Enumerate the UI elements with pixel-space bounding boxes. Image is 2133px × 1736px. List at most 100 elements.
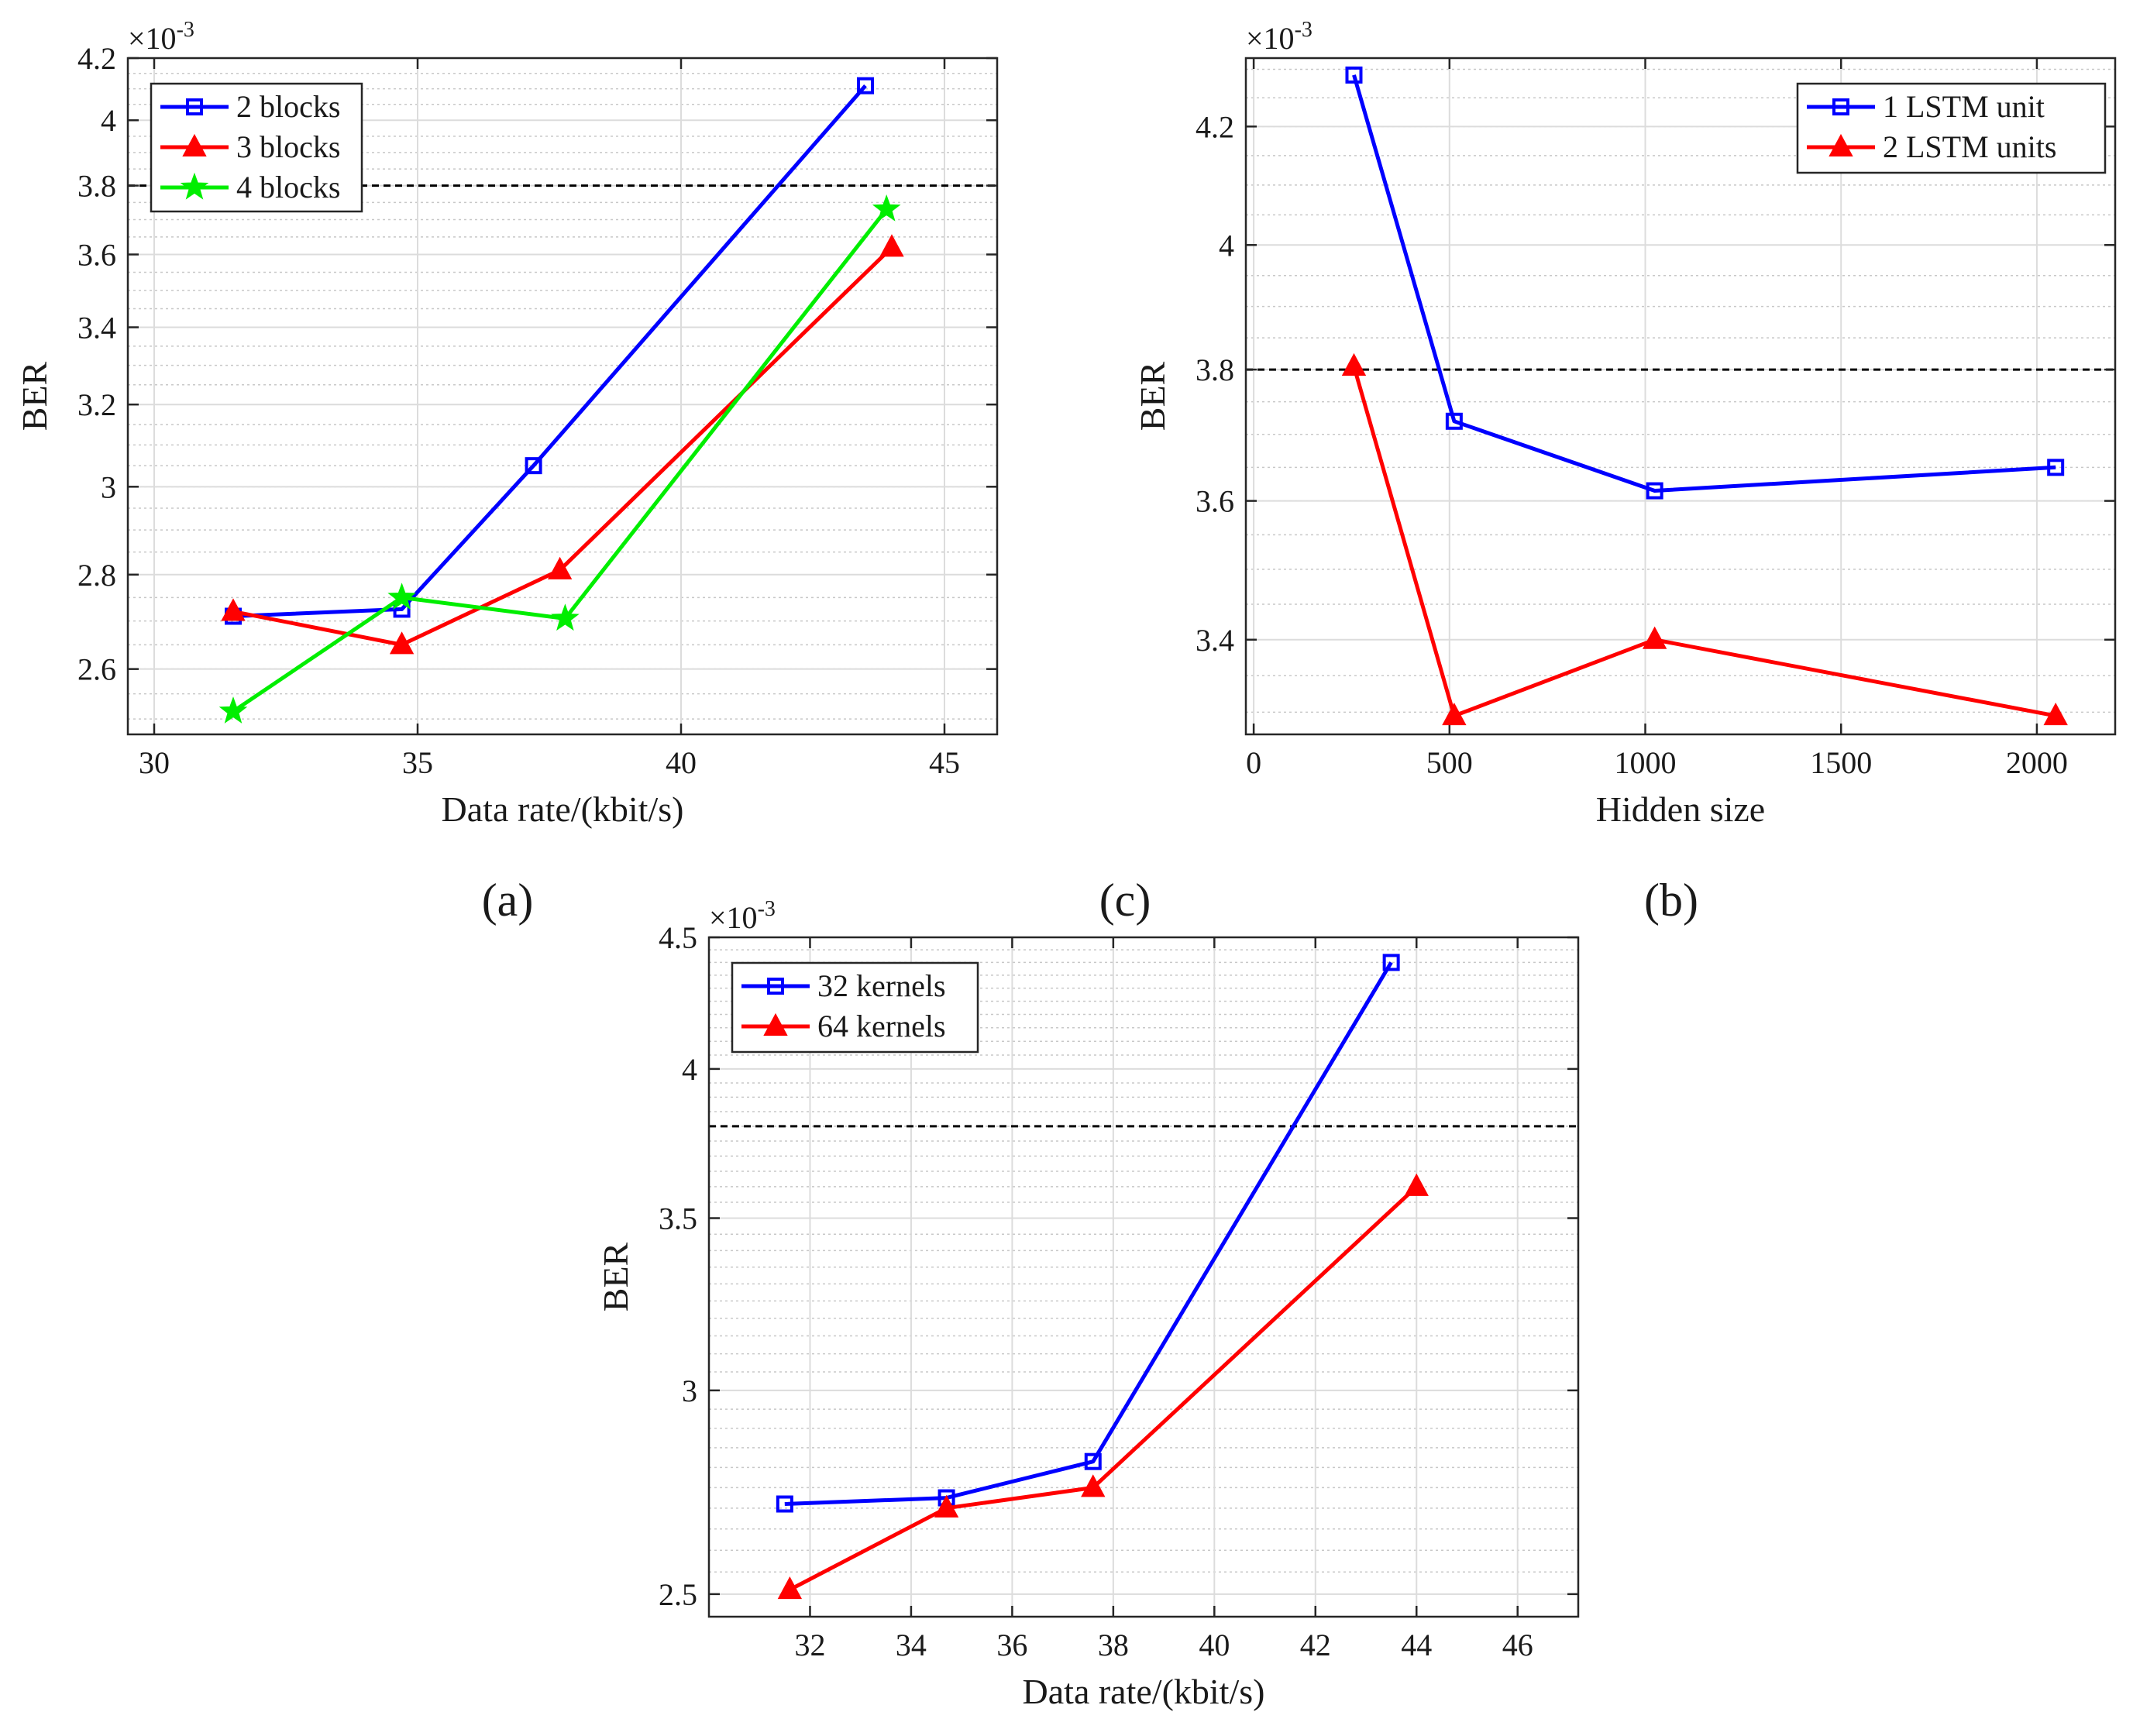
x-tick-label: 30 bbox=[139, 745, 170, 780]
y-tick-label: 3.2 bbox=[77, 387, 116, 422]
chart-c: 32 34 36 38 40 42 44 46 2.5 3 3.5 4 4.5 Data rate/(kb… bbox=[596, 897, 1580, 1711]
data-point bbox=[1642, 626, 1667, 649]
data-point bbox=[387, 583, 416, 610]
x-tick-label: 34 bbox=[896, 1628, 927, 1662]
y-tick-label: 3.5 bbox=[659, 1201, 697, 1236]
legend-marker bbox=[182, 133, 207, 156]
y-axis-label: BER bbox=[15, 361, 54, 431]
data-point bbox=[872, 194, 901, 222]
y-tick-label: 4.2 bbox=[1196, 109, 1234, 144]
legend-marker bbox=[1832, 98, 1849, 115]
x-tick-label: 1000 bbox=[1615, 745, 1677, 780]
axes-box bbox=[1244, 57, 2117, 736]
series-line bbox=[784, 961, 1393, 1506]
series-line bbox=[232, 208, 889, 713]
legend: 32 kernels 64 kernels bbox=[731, 961, 979, 1054]
data-point bbox=[389, 631, 415, 655]
series-line bbox=[789, 1185, 1419, 1592]
x-tick-label: 36 bbox=[996, 1628, 1027, 1662]
y-exponent-label: ×10-3 bbox=[128, 18, 194, 56]
x-tick-label: 35 bbox=[402, 745, 433, 780]
data-point bbox=[218, 696, 248, 724]
grid bbox=[709, 937, 1578, 1617]
legend-marker bbox=[186, 98, 203, 115]
y-axis-label: BER bbox=[1133, 361, 1172, 431]
data-point bbox=[777, 1576, 803, 1600]
series-line bbox=[232, 84, 867, 618]
y-tick-label: 3 bbox=[101, 469, 116, 504]
data-point bbox=[551, 603, 580, 631]
panel-label-a: (a) bbox=[482, 875, 534, 926]
x-axis-label: Hidden size bbox=[1596, 789, 1765, 829]
y-tick-label: 3.8 bbox=[77, 169, 116, 204]
data-point bbox=[525, 457, 542, 475]
y-tick-label: 4 bbox=[101, 103, 116, 138]
x-axis-label: Data rate/(kbit/s) bbox=[1023, 1672, 1265, 1711]
y-exponent-power: -3 bbox=[758, 897, 776, 921]
series-line bbox=[1352, 366, 2056, 718]
data-point bbox=[1341, 352, 1367, 376]
data-point bbox=[1404, 1173, 1429, 1196]
legend: 1 LSTM unit 2 LSTM units bbox=[1796, 82, 2107, 174]
y-tick-label: 3 bbox=[682, 1373, 697, 1408]
legend-marker bbox=[180, 172, 209, 200]
x-tick-label: 2000 bbox=[2006, 745, 2068, 780]
x-tick-label: 500 bbox=[1426, 745, 1473, 780]
legend-label: 4 blocks bbox=[236, 170, 340, 205]
series-64-kernels bbox=[777, 1173, 1429, 1600]
legend-label: 2 blocks bbox=[236, 89, 340, 124]
y-tick-label: 4.5 bbox=[659, 920, 697, 955]
y-exponent-power: -3 bbox=[177, 18, 194, 42]
panel-label-c: (c) bbox=[1099, 875, 1151, 926]
panel-label-b: (b) bbox=[1644, 875, 1698, 926]
legend: 2 blocks 3 blocks 4 blocks bbox=[150, 82, 363, 213]
data-point bbox=[879, 234, 904, 257]
x-tick-label: 32 bbox=[794, 1628, 825, 1662]
y-exponent-base: ×10 bbox=[128, 21, 177, 56]
x-tick-label: 40 bbox=[666, 745, 697, 780]
y-exponent-base: ×10 bbox=[1246, 21, 1295, 56]
chart-b: 0 500 1000 1500 2000 3.4 3.6 3.8 4 4.2 Hidden size… bbox=[1133, 18, 2117, 829]
y-tick-label: 2.8 bbox=[77, 558, 116, 593]
y-tick-label: 3.4 bbox=[77, 310, 116, 345]
y-tick-label: 3.8 bbox=[1196, 352, 1234, 387]
chart-a: 30 35 40 45 2.6 2.8 3 3.2 3.4 3.6 3.8 4 4.2 Data rate… bbox=[15, 18, 999, 829]
y-tick-label: 4.2 bbox=[77, 41, 116, 76]
data-point bbox=[934, 1494, 959, 1518]
y-axis-label: BER bbox=[596, 1242, 635, 1311]
x-axis-label: Data rate/(kbit/s) bbox=[442, 789, 684, 829]
series-1-lstm-unit bbox=[1345, 66, 2065, 500]
data-point bbox=[1345, 66, 1363, 84]
data-point bbox=[776, 1495, 793, 1513]
y-tick-label: 3.6 bbox=[1196, 484, 1234, 519]
series-32-kernels bbox=[776, 954, 1400, 1513]
legend-label: 2 LSTM units bbox=[1883, 129, 2056, 164]
x-tick-label: 44 bbox=[1401, 1628, 1432, 1662]
y-exponent-label: ×10-3 bbox=[1246, 18, 1312, 56]
data-point bbox=[547, 556, 573, 579]
y-exponent-label: ×10-3 bbox=[709, 897, 776, 935]
y-tick-label: 4 bbox=[682, 1052, 697, 1087]
y-exponent-power: -3 bbox=[1295, 18, 1312, 42]
y-tick-label: 4 bbox=[1219, 228, 1234, 263]
x-tick-label: 1500 bbox=[1810, 745, 1872, 780]
x-tick-label: 46 bbox=[1502, 1628, 1533, 1662]
legend-label: 64 kernels bbox=[817, 1009, 946, 1043]
x-tick-label: 40 bbox=[1199, 1628, 1230, 1662]
y-tick-label: 3.4 bbox=[1196, 623, 1234, 658]
x-tick-label: 38 bbox=[1098, 1628, 1129, 1662]
series-line bbox=[1352, 74, 2056, 493]
data-point bbox=[1445, 412, 1463, 430]
y-tick-label: 2.6 bbox=[77, 652, 116, 687]
data-point bbox=[1646, 482, 1663, 500]
y-tick-label: 3.6 bbox=[77, 237, 116, 272]
x-tick-label: 0 bbox=[1246, 745, 1261, 780]
axes-box bbox=[707, 936, 1580, 1618]
data-point bbox=[2043, 703, 2068, 726]
legend-marker bbox=[763, 1012, 788, 1036]
data-point bbox=[857, 77, 874, 95]
legend-label: 3 blocks bbox=[236, 129, 340, 164]
legend-label: 1 LSTM unit bbox=[1883, 89, 2045, 124]
y-exponent-base: ×10 bbox=[709, 900, 758, 935]
